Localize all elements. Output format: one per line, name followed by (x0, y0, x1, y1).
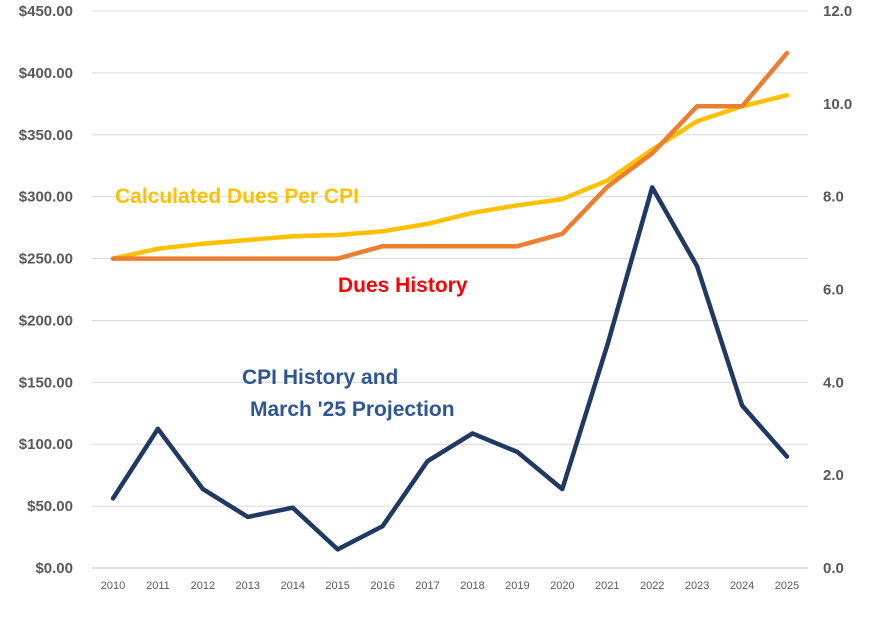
cpi-history-line (110, 185, 790, 552)
x-axis-tick-label: 2022 (640, 580, 664, 592)
x-axis-tick-label: 2023 (685, 580, 709, 592)
left-axis-tick-label: $0.00 (35, 560, 73, 577)
right-axis-tick-label: 8.0 (823, 189, 844, 206)
x-axis-tick-label: 2015 (325, 580, 349, 592)
series-lines (110, 50, 790, 552)
dues-history-line (110, 50, 790, 261)
left-axis-tick-label: $150.00 (19, 374, 73, 391)
x-axis-tick-labels: 2010 2011 2012 2013 2014 2015 2016 2017 2018 2019… (101, 580, 799, 592)
annotation-cpi-history-line2: March '25 Projection (250, 398, 455, 421)
x-axis-tick-label: 2024 (730, 580, 754, 592)
x-axis-tick-label: 2020 (550, 580, 574, 592)
right-axis-tick-label: 2.0 (823, 467, 844, 484)
x-axis-tick-label: 2016 (370, 580, 394, 592)
left-axis-tick-label: $350.00 (19, 127, 73, 144)
x-axis-tick-label: 2013 (236, 580, 260, 592)
annotation-dues-history: Dues History (338, 274, 468, 297)
x-axis-tick-label: 2011 (146, 580, 170, 592)
annotation-calculated-dues: Calculated Dues Per CPI (115, 185, 359, 208)
x-axis-tick-label: 2014 (280, 580, 304, 592)
x-axis-tick-label: 2025 (775, 580, 799, 592)
left-axis-tick-label: $400.00 (19, 65, 73, 82)
right-axis-tick-label: 6.0 (823, 282, 844, 299)
right-axis-tick-label: 12.0 (823, 3, 852, 20)
right-axis-tick-label: 4.0 (823, 374, 844, 391)
left-axis-tick-label: $50.00 (27, 498, 73, 515)
calculated-dues-line (110, 92, 790, 261)
left-axis-tick-labels: $0.00 $50.00 $100.00 $150.00 $200.00 $250.00 $… (19, 3, 73, 577)
x-axis-tick-label: 2012 (191, 580, 215, 592)
right-axis-tick-label: 0.0 (823, 560, 844, 577)
x-axis-tick-label: 2017 (415, 580, 439, 592)
x-axis-tick-label: 2021 (595, 580, 619, 592)
x-axis-tick-label: 2010 (101, 580, 125, 592)
x-axis-tick-label: 2019 (505, 580, 529, 592)
left-axis-tick-label: $250.00 (19, 251, 73, 268)
left-axis-tick-label: $300.00 (19, 189, 73, 206)
right-axis-tick-label: 10.0 (823, 96, 852, 113)
left-axis-tick-label: $200.00 (19, 312, 73, 329)
annotation-cpi-history-line1: CPI History and (242, 366, 398, 389)
left-axis-tick-label: $450.00 (19, 3, 73, 20)
left-axis-tick-label: $100.00 (19, 436, 73, 453)
x-axis-tick-label: 2018 (460, 580, 484, 592)
right-axis-tick-labels: 0.0 2.0 4.0 6.0 8.0 10.0 12.0 (823, 3, 852, 577)
